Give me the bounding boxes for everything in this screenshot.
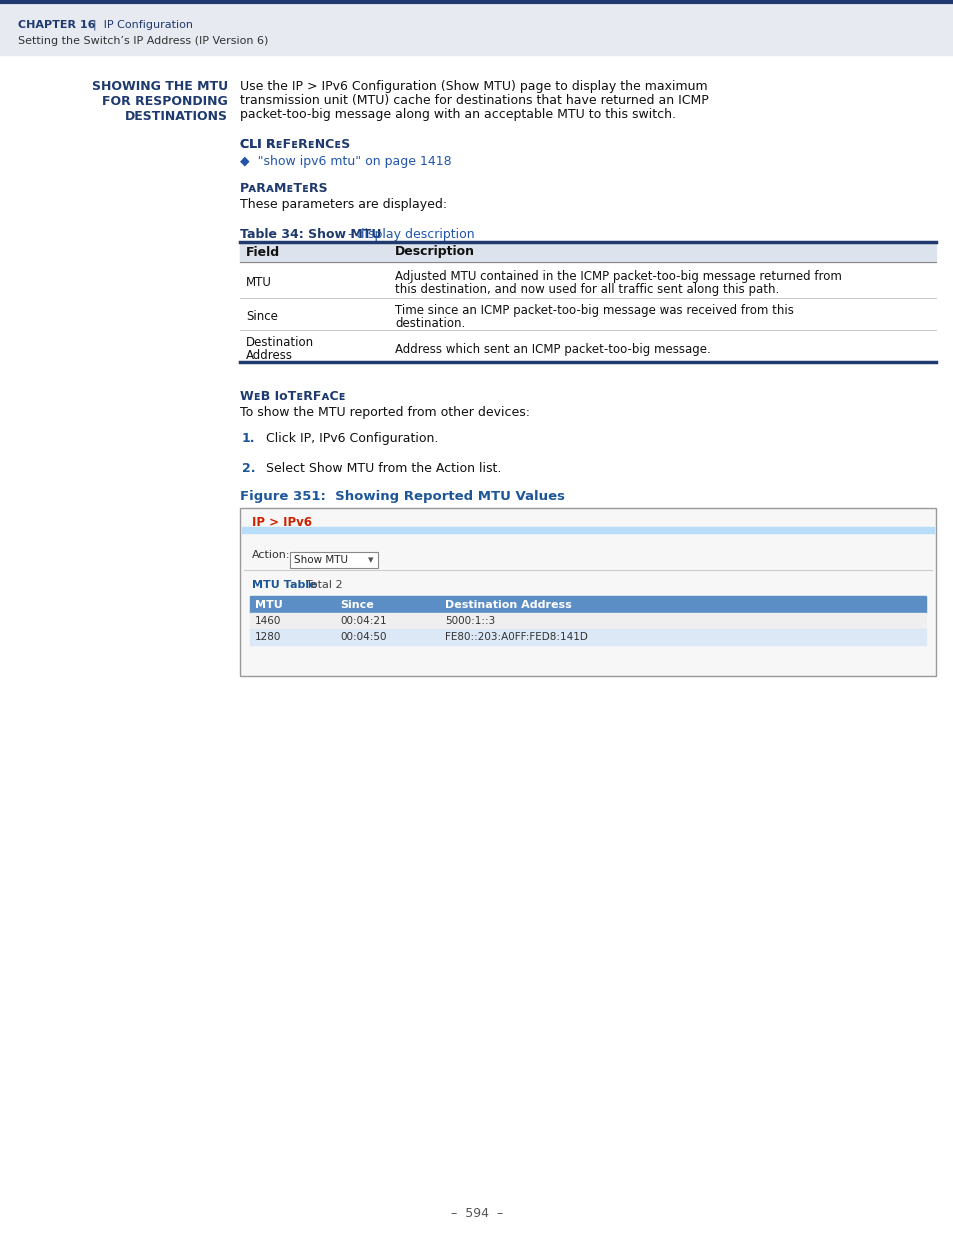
Text: destination.: destination. [395,317,465,330]
Bar [0,0,953,56]
Text: IP > IPv6: IP > IPv6 [252,516,312,529]
Text: packet-too-big message along with an acceptable MTU to this switch.: packet-too-big message along with an acc… [240,107,676,121]
Text: Destination: Destination [246,336,314,350]
Text: 00:04:21: 00:04:21 [339,616,386,626]
Text: Table 34: Show MTU: Table 34: Show MTU [240,228,381,241]
Text: –  594  –: – 594 – [451,1207,502,1220]
Text: To show the MTU reported from other devices:: To show the MTU reported from other devi… [240,406,530,419]
Text: FE80::203:A0FF:FED8:141D: FE80::203:A0FF:FED8:141D [444,632,587,642]
Text: Destination Address: Destination Address [444,599,571,610]
Text: WᴇB IᴏTᴇRFᴀCᴇ: WᴇB IᴏTᴇRFᴀCᴇ [240,390,345,403]
Text: 1460: 1460 [254,616,281,626]
Text: Address which sent an ICMP packet-too-big message.: Address which sent an ICMP packet-too-bi… [395,342,710,356]
Text: CLI RᴇFᴇRᴇNCᴇS: CLI RᴇFᴇRᴇNCᴇS [240,138,350,151]
Bar [250,597,925,613]
Text: Since: Since [246,310,277,324]
Text: Select Show MTU from the Action list.: Select Show MTU from the Action list. [266,462,501,475]
Text: PᴀRᴀMᴇTᴇRS: PᴀRᴀMᴇTᴇRS [240,182,328,195]
Text: MTU: MTU [246,277,272,289]
Text: 00:04:50: 00:04:50 [339,632,386,642]
Text: Description: Description [395,246,475,258]
Text: this destination, and now used for all traffic sent along this path.: this destination, and now used for all t… [395,283,779,296]
Bar [242,527,933,534]
Text: ◆  "show ipv6 mtu" on page 1418: ◆ "show ipv6 mtu" on page 1418 [240,156,451,168]
Text: |  IP Configuration: | IP Configuration [86,20,193,31]
Text: These parameters are displayed:: These parameters are displayed: [240,198,447,211]
Text: Show MTU: Show MTU [294,555,348,564]
Text: 1280: 1280 [254,632,281,642]
Bar [250,613,925,629]
Text: Click IP, IPv6 Configuration.: Click IP, IPv6 Configuration. [266,432,438,445]
Text: ▾: ▾ [368,555,374,564]
Text: 5000:1::3: 5000:1::3 [444,616,495,626]
Text: CHAPTER 16: CHAPTER 16 [18,20,95,30]
Text: - display description: - display description [344,228,475,241]
Text: DESTINATIONS: DESTINATIONS [125,110,228,124]
Text: Time since an ICMP packet-too-big message was received from this: Time since an ICMP packet-too-big messag… [395,304,793,317]
Bar [240,242,935,262]
Text: Action:: Action: [252,550,291,559]
Text: SHOWING THE MTU: SHOWING THE MTU [91,80,228,93]
Text: Adjusted MTU contained in the ICMP packet-too-big message returned from: Adjusted MTU contained in the ICMP packe… [395,270,841,283]
Text: 2.: 2. [242,462,255,475]
Text: 1.: 1. [242,432,255,445]
Text: Setting the Switch’s IP Address (IP Version 6): Setting the Switch’s IP Address (IP Vers… [18,36,268,46]
Text: Total 2: Total 2 [298,580,342,590]
Bar [290,552,377,568]
Text: Figure 351:  Showing Reported MTU Values: Figure 351: Showing Reported MTU Values [240,490,564,503]
Text: MTU: MTU [254,599,282,610]
Text: FOR RESPONDING: FOR RESPONDING [102,95,228,107]
Text: transmission unit (MTU) cache for destinations that have returned an ICMP: transmission unit (MTU) cache for destin… [240,94,708,107]
Text: Since: Since [339,599,374,610]
Bar [250,629,925,645]
Bar [240,508,935,676]
Text: Address: Address [246,350,293,362]
Text: CLI R: CLI R [240,138,275,151]
Text: Use the IP > IPv6 Configuration (Show MTU) page to display the maximum: Use the IP > IPv6 Configuration (Show MT… [240,80,707,93]
Text: Field: Field [246,246,280,258]
Text: MTU Table: MTU Table [252,580,316,590]
